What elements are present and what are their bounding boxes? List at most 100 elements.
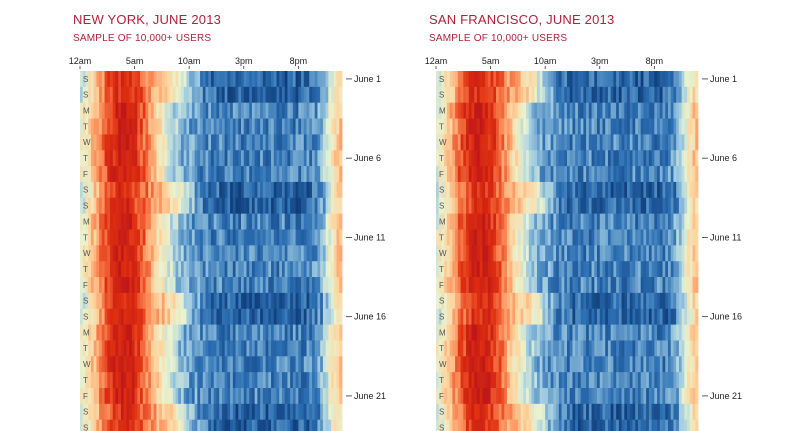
heatmap-cell [290, 388, 294, 405]
heatmap-cell [134, 403, 138, 421]
heatmap-cell [547, 372, 552, 389]
heatmap-cell [676, 118, 680, 135]
heatmap-cell [681, 245, 685, 262]
heatmap-cell [243, 166, 247, 183]
heatmap-cell [150, 134, 155, 151]
heatmap-cell [654, 324, 658, 341]
heatmap-cell [284, 118, 288, 135]
heatmap-cell [667, 388, 672, 405]
heatmap-cell [523, 261, 527, 278]
heatmap-cell [167, 245, 171, 262]
heatmap-cell [306, 86, 310, 104]
heatmap-cell [205, 197, 209, 215]
heatmap-cell [112, 197, 116, 215]
heatmap-cell [657, 181, 661, 199]
heatmap-cell [331, 277, 335, 294]
heatmap-cell [517, 403, 522, 421]
heatmap-cell [444, 403, 448, 421]
heatmap-cell [506, 102, 511, 119]
heatmap-cell [695, 292, 699, 310]
heatmap-cell [205, 213, 209, 230]
heatmap-cell [438, 308, 442, 325]
heatmap-cell [629, 324, 633, 341]
heatmap-cell [436, 118, 440, 135]
heatmap-cell [112, 150, 116, 167]
heatmap-cell [662, 261, 666, 278]
heatmap-cell [621, 245, 625, 262]
heatmap-cell [640, 134, 644, 151]
heatmap-cell [156, 419, 160, 431]
heatmap-cell [120, 181, 125, 199]
day-label: T [439, 122, 444, 131]
heatmap-cell [512, 403, 516, 421]
heatmap-cell [112, 181, 116, 199]
heatmap-cell [80, 245, 84, 262]
heatmap-cell [569, 419, 573, 431]
heatmap-cell [446, 403, 451, 421]
heatmap-cell [526, 118, 530, 135]
heatmap-cell [517, 277, 522, 294]
heatmap-cell [648, 197, 653, 215]
heatmap-cell [539, 86, 543, 104]
heatmap-cell [183, 324, 187, 341]
heatmap-cell [110, 292, 114, 310]
heatmap-cell [695, 308, 699, 325]
heatmap-cell [517, 181, 522, 199]
heatmap-cell [211, 86, 215, 104]
heatmap-cell [457, 388, 461, 405]
heatmap-cell [586, 277, 590, 294]
heatmap-cell [180, 324, 185, 341]
heatmap-cell [506, 150, 511, 167]
heatmap-cell [498, 292, 502, 310]
heatmap-cell [504, 324, 508, 341]
heatmap-cell [260, 86, 264, 104]
heatmap-cell [613, 118, 617, 135]
heatmap-cell [241, 372, 245, 389]
heatmap-cell [279, 324, 283, 341]
heatmap-cell [567, 118, 571, 135]
heatmap-cell [148, 245, 152, 262]
heatmap-cell [498, 356, 502, 373]
heatmap-cell [646, 213, 650, 230]
heatmap-cell [175, 324, 179, 341]
heatmap-cell [515, 419, 519, 431]
heatmap-cell [444, 134, 448, 151]
heatmap-cell [545, 118, 549, 135]
heatmap-cell [556, 229, 560, 246]
heatmap-cell [594, 403, 598, 421]
heatmap-cell [536, 340, 541, 357]
heatmap-cell [118, 356, 122, 373]
heatmap-cell [271, 229, 275, 246]
heatmap-cell [583, 86, 587, 104]
heatmap-cell [509, 134, 513, 151]
heatmap-cell [178, 213, 182, 230]
heatmap-cell [328, 308, 332, 325]
heatmap-cell [230, 419, 234, 431]
heatmap-cell [99, 308, 103, 325]
heatmap-cell [178, 86, 182, 104]
heatmap-cell [550, 245, 554, 262]
heatmap-cell [438, 71, 442, 88]
heatmap-cell [172, 245, 176, 262]
heatmap-cell [588, 372, 592, 389]
heatmap-cell [575, 71, 579, 88]
heatmap-cell [99, 71, 103, 88]
heatmap-cell [553, 277, 557, 294]
heatmap-cell [678, 229, 683, 246]
heatmap-cell [186, 181, 190, 199]
heatmap-cell [476, 419, 481, 431]
heatmap-cell [246, 308, 250, 325]
heatmap-cell [517, 71, 522, 88]
heatmap-cell [681, 229, 685, 246]
heatmap-cell [80, 308, 84, 325]
heatmap-cell [504, 86, 508, 104]
heatmap-cell [610, 308, 614, 325]
x-tick-label: 3pm [591, 56, 609, 66]
heatmap-cell [140, 71, 144, 88]
heatmap-cell [547, 292, 552, 310]
heatmap-cell [268, 197, 272, 215]
heatmap-cell [599, 388, 603, 405]
heatmap-cell [627, 118, 631, 135]
heatmap-cell [183, 86, 187, 104]
heatmap-cell [197, 150, 201, 167]
